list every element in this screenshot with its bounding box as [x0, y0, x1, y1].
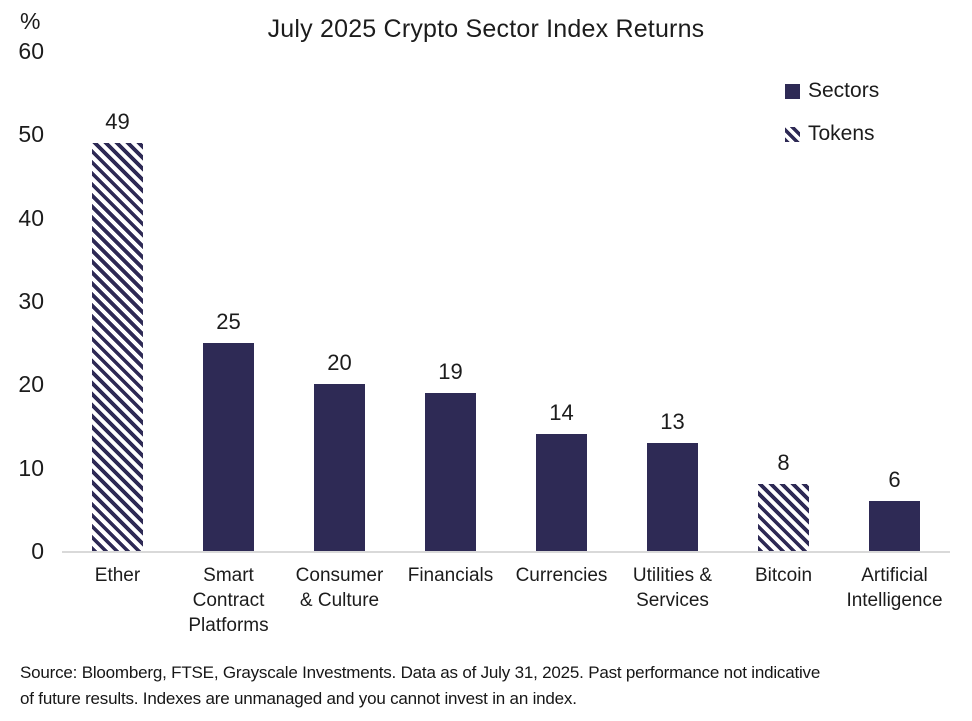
bar-column: 6 [839, 468, 950, 551]
bar-value-label: 25 [216, 308, 241, 334]
sector-bar [536, 434, 587, 551]
token-bar [92, 142, 143, 551]
legend-label-tokens: Tokens [808, 122, 875, 145]
legend-label-sectors: Sectors [808, 79, 880, 102]
bar-column: 13 [617, 408, 728, 551]
x-category-label: Smart Contract Platforms [188, 565, 269, 636]
bar-column: 19 [395, 358, 506, 551]
y-axis: 60 50 40 30 20 10 0 [0, 0, 44, 580]
bar-value-label: 20 [327, 350, 352, 376]
x-category-label: Ether [94, 565, 141, 586]
bar-column: 25 [173, 308, 284, 551]
token-bar [758, 484, 809, 551]
bar-column: 14 [506, 401, 617, 551]
bar-column: 49 [62, 108, 173, 551]
y-tick-label: 10 [18, 454, 44, 481]
x-category-label: Utilities & Services [632, 565, 713, 611]
y-tick-label: 30 [18, 288, 44, 314]
sector-bar [647, 442, 698, 551]
sector-bar [425, 392, 476, 551]
bar-value-label: 14 [549, 400, 574, 426]
y-tick-label: 0 [31, 538, 44, 564]
tokens-swatch-icon [785, 126, 800, 142]
bar-value-label: 19 [438, 358, 463, 384]
plot-area: 49 25 20 19 14 13 8 6 [62, 51, 950, 553]
y-tick-label: 60 [18, 38, 44, 64]
sectors-swatch-icon [785, 83, 800, 99]
bar-column: 8 [728, 451, 839, 551]
legend: Sectors Tokens [785, 79, 880, 166]
x-category-label: Bitcoin [754, 565, 813, 586]
bar-value-label: 13 [660, 408, 685, 434]
x-category-label: Consumer & Culture [295, 565, 384, 611]
legend-item-sectors: Sectors [785, 79, 880, 102]
source-note: Source: Bloomberg, FTSE, Grayscale Inves… [20, 663, 821, 708]
x-category-label: Financials [407, 565, 494, 586]
y-axis-unit-label: % [20, 8, 41, 34]
x-category-label: Artificial Intelligence [846, 565, 943, 611]
legend-item-tokens: Tokens [785, 122, 879, 145]
bar-value-label: 8 [777, 450, 790, 476]
y-tick-label: 40 [18, 204, 44, 231]
bar-value-label: 6 [888, 467, 901, 492]
sector-bar [203, 342, 254, 551]
chart-title: July 2025 Crypto Sector Index Returns [267, 15, 705, 43]
x-axis: Ether Smart Contract Platforms Consumer & … [62, 563, 950, 638]
x-category-label: Currencies [515, 565, 608, 586]
bar-value-label: 49 [105, 108, 130, 134]
sector-bar [314, 384, 365, 551]
bar-column: 20 [284, 351, 395, 551]
y-tick-label: 20 [18, 371, 44, 398]
y-tick-label: 50 [18, 121, 44, 148]
sector-bar [869, 501, 920, 551]
